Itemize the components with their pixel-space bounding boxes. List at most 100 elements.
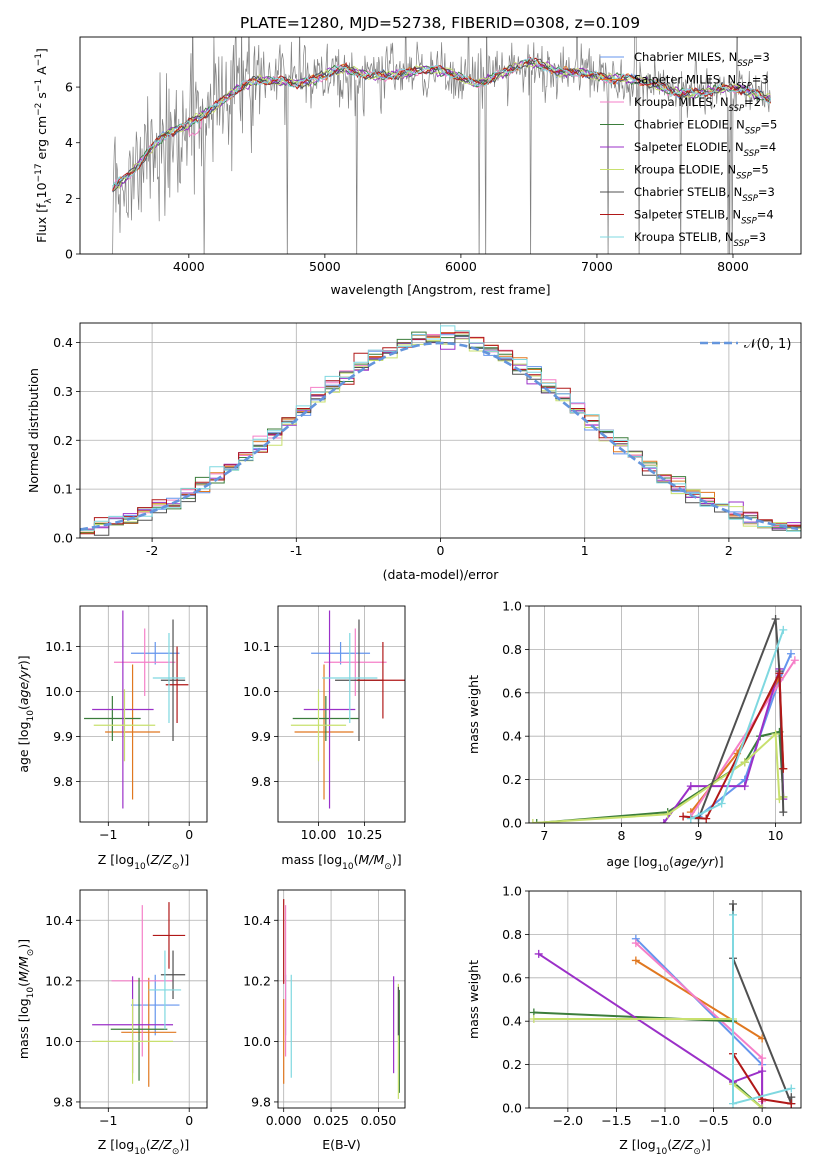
x-tick-label: 1 bbox=[581, 543, 589, 558]
y-tick-label: 0.3 bbox=[53, 384, 73, 399]
x-axis-label: Z [log10(Z/Z⊙)] bbox=[98, 852, 189, 872]
mass-weight-line bbox=[689, 659, 796, 818]
y-tick-label: 0.2 bbox=[53, 433, 73, 448]
legend-entry: Chabrier ELODIE, NSSP=5 bbox=[634, 118, 777, 137]
axes-frame bbox=[528, 890, 802, 1109]
x-tick-label: 7000 bbox=[581, 259, 613, 274]
age_vs_Z-plot-area bbox=[80, 606, 207, 822]
weight-marker bbox=[779, 808, 788, 817]
errorbar-point bbox=[92, 999, 174, 1084]
y-tick-label: 0.0 bbox=[53, 531, 73, 546]
weight-marker bbox=[631, 956, 640, 965]
age_vs_mass-plot-area bbox=[278, 606, 405, 822]
y-tick-label: 0.4 bbox=[502, 1014, 522, 1029]
weight-marker bbox=[529, 1015, 538, 1024]
y-tick-label: 10.0 bbox=[243, 684, 271, 699]
x-axis-label: E(B-V) bbox=[322, 1137, 361, 1152]
axes-frame bbox=[277, 889, 406, 1109]
x-axis-label: age [log10(age/yr)] bbox=[606, 854, 723, 874]
y-tick-label: 0.0 bbox=[502, 816, 522, 831]
errorbar-point bbox=[84, 696, 141, 741]
x-tick-label: 0.025 bbox=[313, 1113, 349, 1128]
x-axis-label: wavelength [Angstrom, rest frame] bbox=[330, 282, 550, 297]
weight-marker bbox=[771, 730, 780, 739]
y-axis-label: mass weight bbox=[466, 960, 481, 1039]
weight_vs_age-plot-area bbox=[529, 606, 801, 823]
y-axis-label: mass [log10(M/M⊙)] bbox=[16, 939, 36, 1059]
residual-histogram bbox=[80, 325, 801, 538]
errorbar-point bbox=[324, 628, 387, 696]
spectrum-plot-area bbox=[112, 37, 771, 254]
errorbar-point bbox=[311, 642, 371, 665]
y-tick-label: 9.8 bbox=[53, 774, 73, 789]
x-tick-label: −1 bbox=[99, 1113, 117, 1128]
y-tick-label: 4 bbox=[65, 135, 73, 150]
weight-marker bbox=[532, 819, 541, 823]
legend-entry: Kroupa STELIB, NSSP=3 bbox=[634, 230, 766, 249]
axes-frame bbox=[79, 36, 802, 255]
errorbar-point bbox=[357, 642, 405, 719]
x-tick-label: 0.050 bbox=[361, 1113, 397, 1128]
x-tick-label: −1.5 bbox=[601, 1113, 631, 1128]
y-tick-label: 0.4 bbox=[53, 335, 73, 350]
y-tick-label: 10.2 bbox=[243, 973, 271, 988]
y-tick-label: 10.2 bbox=[45, 973, 73, 988]
spectrum-legend: Chabrier MILES, NSSP=3 Salpeter MILES, NS… bbox=[600, 50, 777, 249]
errorbar-point bbox=[322, 633, 378, 723]
x-axis-label: mass [log10(M/M⊙)] bbox=[281, 852, 401, 872]
y-tick-label: 1.0 bbox=[502, 599, 522, 614]
weight-marker bbox=[758, 1067, 767, 1076]
weight-marker bbox=[740, 782, 749, 791]
legend-entry: Salpeter ELODIE, NSSP=4 bbox=[634, 140, 776, 159]
weight-marker bbox=[702, 814, 711, 823]
errorbar-point bbox=[130, 642, 180, 665]
weight-marker bbox=[740, 758, 749, 767]
weight-marker bbox=[775, 669, 784, 678]
axes-frame bbox=[79, 322, 802, 539]
weight-marker bbox=[729, 900, 737, 909]
axes-frame bbox=[528, 605, 802, 824]
x-tick-label: 10.00 bbox=[301, 827, 337, 842]
observed-spectrum-line bbox=[112, 37, 771, 254]
y-tick-label: 0.2 bbox=[502, 1057, 522, 1072]
y-tick-label: 9.9 bbox=[53, 729, 73, 744]
x-tick-label: 0 bbox=[185, 827, 193, 842]
weight-marker bbox=[686, 782, 695, 791]
x-tick-label: 0 bbox=[185, 1113, 193, 1128]
x-tick-label: 9 bbox=[695, 828, 703, 843]
x-tick-label: 6000 bbox=[445, 259, 477, 274]
weight-marker bbox=[779, 625, 788, 634]
residuals-axes: -2 -1 0 1 2 0.0 0.1 0.2 0.3 0.4 𝒩(0, 1) (data-model… bbox=[26, 322, 802, 582]
y-tick-label: 9.8 bbox=[53, 1094, 73, 1109]
y-tick-label: 10.1 bbox=[243, 639, 271, 654]
errorbar-point bbox=[152, 633, 186, 723]
legend-entry: Kroupa ELODIE, NSSP=5 bbox=[634, 163, 769, 182]
y-tick-label: 10.0 bbox=[45, 684, 73, 699]
errorbar-point bbox=[303, 610, 356, 809]
x-tick-label: −2.0 bbox=[553, 1113, 583, 1128]
x-axis-label: Z [log10(Z/Z⊙)] bbox=[98, 1137, 189, 1157]
y-tick-label: 0.6 bbox=[502, 970, 522, 985]
legend-entry: Chabrier MILES, NSSP=3 bbox=[634, 50, 770, 69]
x-axis-label: (data-model)/error bbox=[383, 567, 500, 582]
legend-entry: Kroupa MILES, NSSP=2 bbox=[634, 95, 761, 114]
y-tick-label: 9.9 bbox=[251, 729, 271, 744]
y-axis-label: mass weight bbox=[466, 675, 481, 754]
weight-marker bbox=[779, 764, 788, 773]
errorbar-point bbox=[148, 950, 182, 1030]
y-tick-label: 6 bbox=[65, 80, 73, 95]
y-axis-label: age [log10(age/yr)] bbox=[16, 655, 36, 772]
axes-frame bbox=[277, 605, 406, 823]
errorbar-point bbox=[111, 905, 174, 1057]
mass_vs_ebv-axes: 0.000 0.025 0.050 9.8 10.0 10.2 10.4 E(B-V) bbox=[243, 889, 406, 1152]
weight-marker bbox=[534, 949, 543, 958]
mass-weight-line bbox=[536, 730, 785, 823]
errorbar-point bbox=[152, 902, 186, 969]
weight-marker bbox=[729, 1099, 737, 1108]
x-tick-label: 4000 bbox=[173, 259, 205, 274]
legend-entry: Salpeter MILES, NSSP=3 bbox=[634, 73, 769, 92]
legend-entry: 𝒩(0, 1) bbox=[744, 337, 791, 352]
mass_vs_Z-axes: −1 0 9.8 10.0 10.2 10.4 Z [log10(Z/Z⊙)] mass [l… bbox=[16, 889, 208, 1157]
y-tick-label: 0.4 bbox=[502, 729, 522, 744]
weight-marker bbox=[529, 819, 537, 823]
